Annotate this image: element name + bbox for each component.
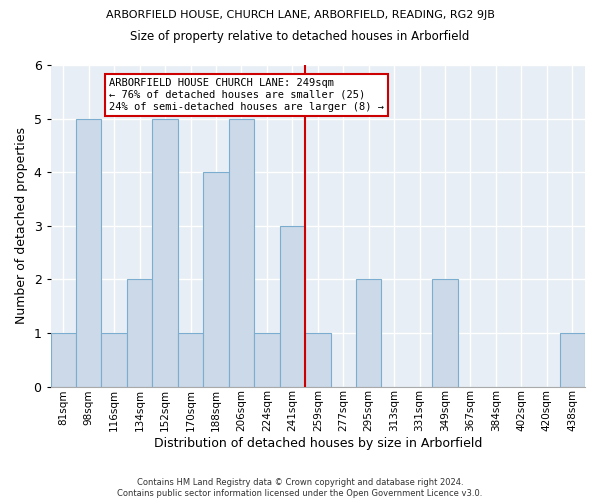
Bar <box>101 333 127 386</box>
Bar <box>305 333 331 386</box>
Bar <box>254 333 280 386</box>
Bar <box>76 118 101 386</box>
Text: ARBORFIELD HOUSE CHURCH LANE: 249sqm
← 76% of detached houses are smaller (25)
2: ARBORFIELD HOUSE CHURCH LANE: 249sqm ← 7… <box>109 78 384 112</box>
Bar <box>203 172 229 386</box>
Text: Size of property relative to detached houses in Arborfield: Size of property relative to detached ho… <box>130 30 470 43</box>
Y-axis label: Number of detached properties: Number of detached properties <box>15 128 28 324</box>
Text: Contains HM Land Registry data © Crown copyright and database right 2024.
Contai: Contains HM Land Registry data © Crown c… <box>118 478 482 498</box>
Bar <box>152 118 178 386</box>
Bar <box>127 280 152 386</box>
Bar <box>178 333 203 386</box>
Text: ARBORFIELD HOUSE, CHURCH LANE, ARBORFIELD, READING, RG2 9JB: ARBORFIELD HOUSE, CHURCH LANE, ARBORFIEL… <box>106 10 494 20</box>
Bar <box>229 118 254 386</box>
Bar <box>560 333 585 386</box>
Bar <box>280 226 305 386</box>
Bar <box>50 333 76 386</box>
X-axis label: Distribution of detached houses by size in Arborfield: Distribution of detached houses by size … <box>154 437 482 450</box>
Bar <box>433 280 458 386</box>
Bar <box>356 280 382 386</box>
